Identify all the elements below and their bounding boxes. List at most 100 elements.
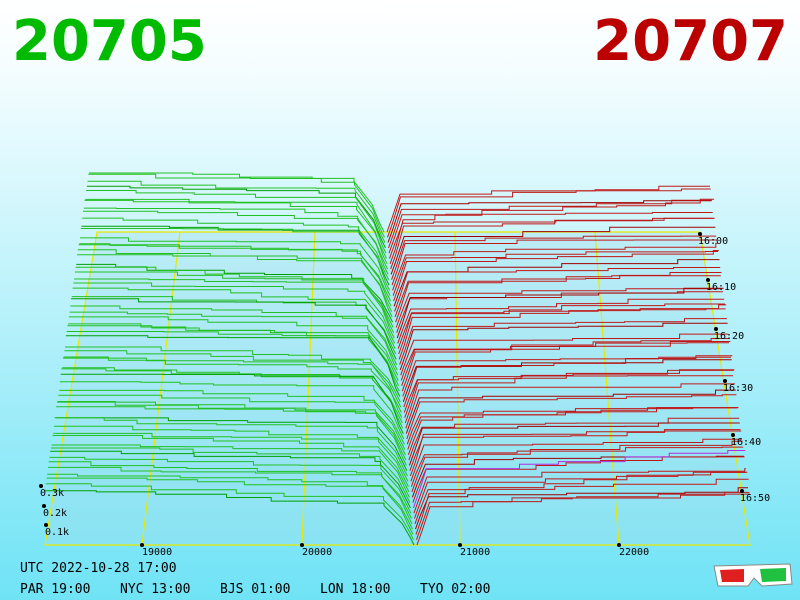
- ask-depth-line: [394, 275, 721, 318]
- utc-time: UTC 2022-10-28 17:00: [20, 561, 177, 576]
- bid-depth-line: [70, 305, 398, 365]
- ask-depth-line: [411, 446, 744, 493]
- bid-depth-line: [64, 350, 402, 408]
- time-label: 16:40: [731, 437, 761, 448]
- ask-depth-line: [401, 341, 731, 392]
- price-tick: [140, 543, 144, 547]
- time-tick: [740, 489, 744, 493]
- ask-depth-line: [412, 450, 746, 509]
- clock: TYO 02:00: [420, 582, 490, 597]
- depth-label: 0.2k: [43, 508, 67, 519]
- bid-depth-line: [69, 311, 398, 371]
- ask-depth-line: [388, 199, 712, 249]
- bid-depth-line: [48, 461, 412, 519]
- ask-depth-line: [408, 417, 740, 461]
- bid-depth-line: [80, 237, 391, 296]
- ask-depth-line: [416, 491, 750, 540]
- ask-depth-line: [415, 478, 749, 535]
- bid-depth-line: [51, 444, 410, 498]
- bid-depth-line: [75, 266, 394, 328]
- ask-depth-line: [404, 369, 735, 424]
- ask-depth-line: [403, 355, 733, 408]
- price-tick: [300, 543, 304, 547]
- time-tick: [731, 433, 735, 437]
- ask-depth-line: [410, 440, 743, 487]
- bid-depth-line: [65, 346, 401, 403]
- ask-depth-line: [391, 239, 717, 286]
- bid-depth-line: [88, 173, 385, 238]
- bid-depth-line: [50, 450, 411, 509]
- bid-depth-line: [49, 456, 412, 514]
- depth-tick: [44, 523, 48, 527]
- ask-depth-line: [409, 430, 742, 477]
- bid-depth-line: [63, 356, 402, 413]
- bid-depth-line: [47, 473, 413, 530]
- ask-depth-line: [398, 304, 727, 360]
- price-label: 20000: [302, 547, 332, 558]
- ask-depth-line: [408, 422, 740, 466]
- bid-depth-line: [46, 477, 414, 535]
- ask-depth-line: [401, 338, 730, 386]
- bid-depth-line: [68, 316, 399, 376]
- bid-depth-line: [82, 217, 390, 280]
- ask-depth-line: [387, 200, 712, 243]
- bid-depth-line: [86, 185, 386, 249]
- price-tick: [458, 543, 462, 547]
- ask-depth-line: [414, 471, 748, 524]
- ask-depth-line: [397, 298, 725, 344]
- bid-depth-line: [83, 210, 389, 275]
- bid-depth-line: [74, 278, 395, 339]
- bid-depth-line: [74, 271, 395, 334]
- ask-depth-line: [399, 318, 727, 365]
- ask-depth-line: [399, 322, 728, 371]
- bid-depth-line: [56, 406, 407, 466]
- ask-depth-line: [387, 188, 711, 238]
- bid-depth-line: [71, 298, 397, 360]
- time-label: 16:00: [698, 236, 728, 247]
- time-label: 16:30: [723, 383, 753, 394]
- price-tick: [617, 543, 621, 547]
- ask-depth-line: [395, 272, 722, 323]
- ask-depth-line: [389, 198, 715, 264]
- time-label: 16:10: [706, 282, 736, 293]
- ask-depth-line: [393, 259, 720, 307]
- ask-depth-line: [414, 471, 747, 519]
- bid-depth-line: [84, 199, 388, 265]
- ask-depth-line: [394, 267, 721, 312]
- bid-depth-line: [55, 417, 408, 471]
- bid-depth-line: [77, 254, 393, 318]
- bid-depth-line: [53, 432, 409, 487]
- bid-depth-line: [56, 401, 407, 461]
- ask-depth-line: [392, 242, 718, 291]
- bid-price: 20705: [12, 9, 207, 74]
- time-tick: [698, 232, 702, 236]
- time-label: 16:50: [740, 493, 770, 504]
- ask-depth-line: [396, 287, 724, 339]
- clock: PAR 19:00: [20, 582, 90, 597]
- price-grid-line: [141, 231, 181, 546]
- clock: BJS 01:00: [220, 582, 290, 597]
- ask-depth-line: [406, 407, 738, 445]
- bid-depth-line: [80, 228, 391, 291]
- ask-depth-line: [392, 251, 719, 296]
- time-tick: [723, 379, 727, 383]
- ask-depth-line: [403, 375, 734, 413]
- bid-depth-line: [60, 373, 404, 434]
- bid-depth-line: [51, 447, 411, 503]
- ask-depth-line: [410, 438, 742, 482]
- price-label: 19000: [142, 547, 172, 558]
- depth-tick: [42, 504, 46, 508]
- bid-depth-line: [59, 389, 405, 445]
- ask-depth-line: [393, 250, 719, 302]
- ask-depth-line: [388, 212, 713, 254]
- time-tick: [706, 278, 710, 282]
- price-label: 22000: [619, 547, 649, 558]
- bid-depth-line: [54, 417, 408, 477]
- bid-depth-line: [68, 323, 399, 381]
- ask-depth-line: [386, 185, 710, 233]
- bid-depth-line: [45, 490, 415, 546]
- ask-price: 20707: [593, 9, 788, 74]
- ask-depth-line: [405, 383, 736, 429]
